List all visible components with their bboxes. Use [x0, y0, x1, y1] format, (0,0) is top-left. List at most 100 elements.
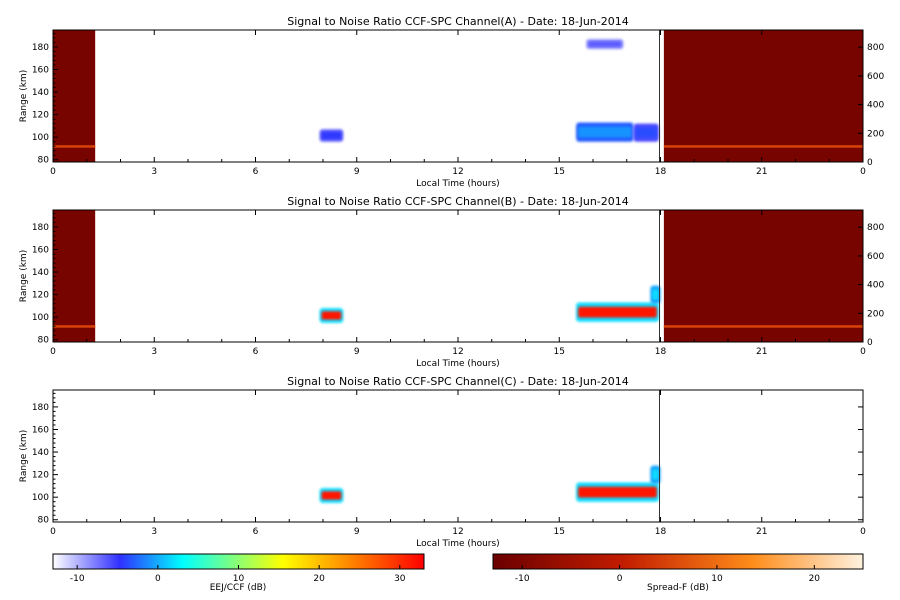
y2-tick-label: 800 — [867, 223, 884, 233]
y-tick-label: 120 — [32, 291, 49, 301]
spreadf-block — [663, 210, 863, 342]
x-tick-label: 9 — [354, 167, 360, 177]
panel-c-ylabel: Range (km) — [19, 430, 29, 482]
y-tick-label: 120 — [32, 471, 49, 481]
x-tick-label: 12 — [452, 527, 463, 537]
panel-b-xlabel: Local Time (hours) — [416, 359, 499, 369]
panel-c-eej-region — [650, 465, 661, 484]
x-tick-label: 21 — [756, 167, 767, 177]
y2-tick-label: 200 — [867, 129, 884, 139]
spreadf-block — [53, 30, 96, 162]
x-tick-label: 0 — [860, 167, 866, 177]
colorbar-eej: -10 0 10 20 30 EEJ/CCF (dB) — [52, 553, 425, 593]
x-tick-label: 9 — [354, 527, 360, 537]
y2-tick-label: 600 — [867, 252, 884, 262]
y-tick-label: 180 — [32, 223, 49, 233]
panel-a-eej-region — [576, 122, 634, 142]
panel-b-eej-region — [650, 285, 661, 304]
panel-b-ylabel: Range (km) — [19, 250, 29, 302]
y-tick-label: 100 — [32, 313, 49, 323]
y-tick-label: 100 — [32, 133, 49, 143]
panel-c-y2ticks — [858, 406, 863, 521]
x-tick-label: 15 — [554, 167, 565, 177]
y2-tick-label: 0 — [867, 158, 873, 168]
x-tick-label: 6 — [253, 167, 259, 177]
panel-a-yticks: 80 100 120 140 160 180 — [32, 32, 58, 166]
panel-a-xticks: 0 3 6 9 12 15 18 21 0 — [50, 30, 866, 177]
panel-b-xticks: 0 3 6 9 12 15 18 21 0 — [50, 210, 866, 357]
eej-core — [321, 311, 342, 320]
y2-tick-label: 600 — [867, 72, 884, 82]
panel-a-spreadf-region — [53, 30, 96, 162]
eej-core — [578, 126, 632, 138]
panel-b-eej-region — [319, 308, 344, 323]
panel-a-xlabel: Local Time (hours) — [416, 179, 499, 189]
y-tick-label: 80 — [38, 516, 50, 526]
x-tick-label: 0 — [860, 347, 866, 357]
colorbar-tick-label: 0 — [617, 574, 623, 584]
y-tick-label: 100 — [32, 493, 49, 503]
panel-a-plot-area — [53, 30, 863, 162]
panel-b-eej-region — [576, 302, 659, 322]
x-tick-label: 0 — [50, 527, 56, 537]
x-tick-label: 0 — [860, 527, 866, 537]
spreadf-layer-line — [663, 325, 863, 328]
panel-c-eej-region — [319, 488, 344, 503]
colorbar-tick-label: 20 — [809, 574, 821, 584]
y2-tick-label: 400 — [867, 281, 884, 291]
colorbar-eej-label: EEJ/CCF (dB) — [210, 583, 267, 593]
y-tick-label: 160 — [32, 245, 49, 255]
panel-b-spreadf-region — [663, 210, 863, 342]
panel-b-plot-area — [53, 210, 863, 342]
eej-core — [321, 491, 342, 500]
panel-b-spreadf-region — [53, 210, 96, 342]
x-tick-label: 15 — [554, 527, 565, 537]
colorbar-tick-label: 10 — [233, 574, 245, 584]
x-tick-label: 15 — [554, 347, 565, 357]
colorbar-tick-label: 30 — [394, 574, 406, 584]
colorbar-tick-label: -10 — [515, 574, 530, 584]
eej-core — [652, 469, 659, 480]
spreadf-layer-line — [53, 325, 96, 328]
x-tick-label: 6 — [253, 527, 259, 537]
y-tick-label: 160 — [32, 425, 49, 435]
spreadf-layer-line — [663, 145, 863, 148]
eej-core — [652, 289, 659, 300]
colorbar-eej-ticks: -10 0 10 20 30 — [70, 565, 406, 584]
y2-tick-label: 0 — [867, 338, 873, 348]
eej-core — [578, 486, 657, 498]
y-tick-label: 180 — [32, 43, 49, 53]
colorbar-tick-label: 0 — [155, 574, 161, 584]
panel-b-y2ticks: 0 200 400 600 800 — [858, 223, 884, 348]
panel-c: Signal to Noise Ratio CCF-SPC Channel(C)… — [19, 375, 866, 549]
spreadf-block — [663, 30, 863, 162]
y-tick-label: 140 — [32, 448, 49, 458]
x-tick-label: 3 — [151, 167, 157, 177]
colorbar-spreadf: -10 0 10 20 Spread-F (dB) — [492, 553, 864, 593]
panel-c-eej-region — [576, 482, 659, 502]
colorbar-spreadf-ticks: -10 0 10 20 — [515, 565, 820, 584]
x-tick-label: 3 — [151, 527, 157, 537]
panel-b-title: Signal to Noise Ratio CCF-SPC Channel(B)… — [287, 195, 629, 208]
x-tick-label: 9 — [354, 347, 360, 357]
colorbar-spreadf-label: Spread-F (dB) — [647, 583, 709, 593]
panel-a-eej-region — [586, 39, 624, 50]
panel-c-frame — [52, 389, 864, 523]
x-tick-label: 12 — [452, 347, 463, 357]
x-tick-label: 0 — [50, 347, 56, 357]
panel-b-yticks: 80 100 120 140 160 180 — [32, 212, 58, 346]
x-tick-label: 0 — [50, 167, 56, 177]
y-tick-label: 80 — [38, 156, 50, 166]
x-tick-label: 6 — [253, 347, 259, 357]
x-tick-label: 18 — [655, 347, 667, 357]
colorbar-tick-label: 10 — [711, 574, 723, 584]
panel-a-spreadf-region — [663, 30, 863, 162]
y2-tick-label: 800 — [867, 43, 884, 53]
eej-core — [635, 127, 657, 138]
panel-a-title: Signal to Noise Ratio CCF-SPC Channel(A)… — [287, 15, 628, 28]
y-tick-label: 120 — [32, 111, 49, 121]
panel-c-xticks: 0 3 6 9 12 15 18 21 0 — [50, 390, 866, 537]
panel-a: Signal to Noise Ratio CCF-SPC Channel(A)… — [19, 15, 884, 189]
x-tick-label: 12 — [452, 167, 463, 177]
